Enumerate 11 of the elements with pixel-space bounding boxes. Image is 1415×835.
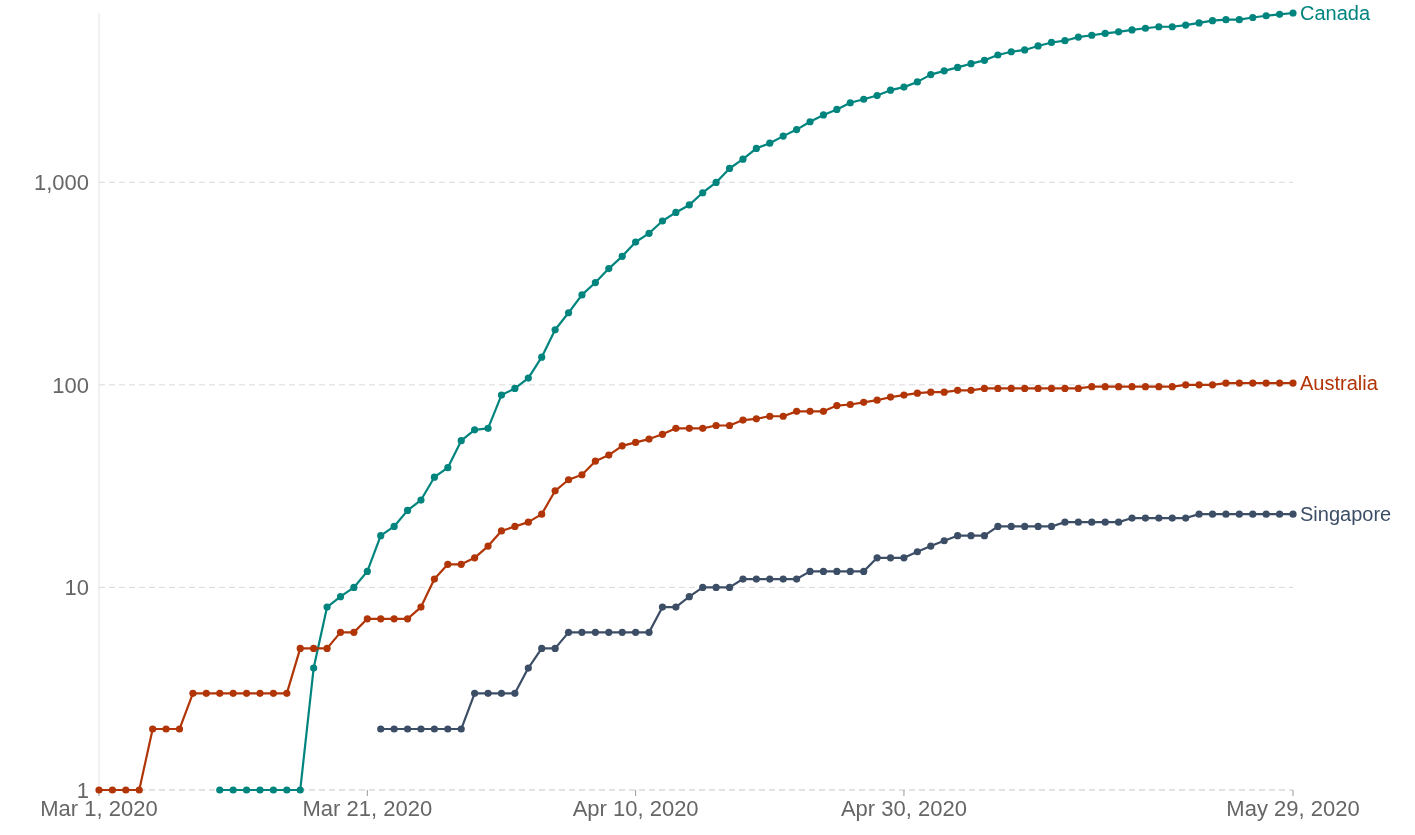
y-tick-label: 1,000 [33,169,89,195]
x-tick-label: Apr 30, 2020 [840,796,967,821]
y-tick-label: 1 [76,777,89,803]
series-label: Canada [1300,2,1371,24]
x-tick-label: Apr 10, 2020 [572,796,699,821]
x-tick-label: Mar 21, 2020 [302,796,433,821]
x-tick-label: May 29, 2020 [1226,796,1360,821]
series-label: Australia [1300,372,1379,395]
y-tick-label: 10 [64,575,89,601]
series-label: Singapore [1300,503,1392,526]
y-tick-label: 100 [52,372,89,398]
